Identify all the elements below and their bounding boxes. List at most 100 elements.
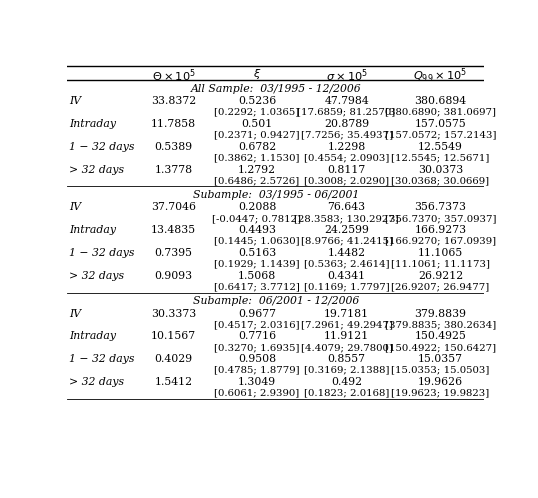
Text: 19.9626: 19.9626	[418, 377, 463, 387]
Text: 1.3778: 1.3778	[154, 165, 193, 175]
Text: [4.4079; 29.7800]: [4.4079; 29.7800]	[301, 343, 393, 352]
Text: 1.3049: 1.3049	[238, 377, 276, 387]
Text: 0.8557: 0.8557	[328, 354, 366, 365]
Text: [0.4785; 1.8779]: [0.4785; 1.8779]	[214, 366, 300, 374]
Text: 0.9508: 0.9508	[238, 354, 276, 365]
Text: [15.0353; 15.0503]: [15.0353; 15.0503]	[391, 366, 490, 374]
Text: [12.5545; 12.5671]: [12.5545; 12.5671]	[391, 153, 490, 162]
Text: 24.2599: 24.2599	[324, 225, 369, 235]
Text: 0.5236: 0.5236	[238, 96, 276, 106]
Text: IV: IV	[69, 309, 81, 319]
Text: [379.8835; 380.2634]: [379.8835; 380.2634]	[385, 320, 496, 329]
Text: [356.7370; 357.0937]: [356.7370; 357.0937]	[385, 214, 496, 223]
Text: 12.5549: 12.5549	[418, 142, 463, 152]
Text: [0.6486; 2.5726]: [0.6486; 2.5726]	[214, 176, 300, 185]
Text: IV: IV	[69, 203, 81, 213]
Text: [11.1061; 11.1173]: [11.1061; 11.1173]	[391, 259, 490, 268]
Text: 0.6782: 0.6782	[238, 142, 276, 152]
Text: [0.4554; 2.0903]: [0.4554; 2.0903]	[304, 153, 390, 162]
Text: Intraday: Intraday	[69, 119, 116, 129]
Text: [0.1445; 1.0630]: [0.1445; 1.0630]	[214, 237, 300, 246]
Text: [0.1929; 1.1439]: [0.1929; 1.1439]	[214, 259, 300, 268]
Text: 0.2088: 0.2088	[238, 203, 276, 213]
Text: 0.7716: 0.7716	[238, 332, 276, 342]
Text: 166.9273: 166.9273	[414, 225, 466, 235]
Text: 15.0357: 15.0357	[418, 354, 463, 365]
Text: [0.1823; 2.0168]: [0.1823; 2.0168]	[304, 388, 390, 397]
Text: 30.3373: 30.3373	[151, 309, 196, 319]
Text: [0.1169; 1.7797]: [0.1169; 1.7797]	[304, 282, 390, 291]
Text: 379.8839: 379.8839	[414, 309, 466, 319]
Text: [8.9766; 41.2415]: [8.9766; 41.2415]	[301, 237, 393, 246]
Text: 37.7046: 37.7046	[151, 203, 196, 213]
Text: [0.6061; 2.9390]: [0.6061; 2.9390]	[214, 388, 300, 397]
Text: 0.501: 0.501	[242, 119, 273, 129]
Text: Subample:  03/1995 - 06/2001: Subample: 03/1995 - 06/2001	[193, 190, 359, 200]
Text: 1 − 32 days: 1 − 32 days	[69, 248, 135, 258]
Text: Intraday: Intraday	[69, 225, 116, 235]
Text: [19.9623; 19.9823]: [19.9623; 19.9823]	[391, 388, 490, 397]
Text: All Sample:  03/1995 - 12/2006: All Sample: 03/1995 - 12/2006	[190, 84, 361, 94]
Text: $\sigma \times 10^5$: $\sigma \times 10^5$	[325, 67, 367, 84]
Text: [0.3270; 1.6935]: [0.3270; 1.6935]	[214, 343, 300, 352]
Text: 0.7395: 0.7395	[154, 248, 193, 258]
Text: Intraday: Intraday	[69, 332, 116, 342]
Text: [0.2371; 0.9427]: [0.2371; 0.9427]	[214, 130, 300, 139]
Text: 76.643: 76.643	[328, 203, 366, 213]
Text: [150.4922; 150.6427]: [150.4922; 150.6427]	[385, 343, 496, 352]
Text: [0.2292; 1.0365]: [0.2292; 1.0365]	[214, 108, 300, 117]
Text: [7.2961; 49.2947]: [7.2961; 49.2947]	[301, 320, 393, 329]
Text: 0.5389: 0.5389	[154, 142, 193, 152]
Text: 1 − 32 days: 1 − 32 days	[69, 142, 135, 152]
Text: 0.4029: 0.4029	[154, 354, 193, 365]
Text: 33.8372: 33.8372	[151, 96, 196, 106]
Text: 1.5068: 1.5068	[238, 271, 276, 281]
Text: 0.4493: 0.4493	[238, 225, 276, 235]
Text: 20.8789: 20.8789	[324, 119, 369, 129]
Text: 356.7373: 356.7373	[414, 203, 466, 213]
Text: 380.6894: 380.6894	[414, 96, 466, 106]
Text: 150.4925: 150.4925	[414, 332, 466, 342]
Text: 19.7181: 19.7181	[324, 309, 369, 319]
Text: [157.0572; 157.2143]: [157.0572; 157.2143]	[385, 130, 496, 139]
Text: > 32 days: > 32 days	[69, 377, 124, 387]
Text: 0.9677: 0.9677	[238, 309, 276, 319]
Text: 30.0373: 30.0373	[418, 165, 463, 175]
Text: [28.3583; 130.2927]: [28.3583; 130.2927]	[294, 214, 399, 223]
Text: 1.5412: 1.5412	[154, 377, 193, 387]
Text: [0.6417; 3.7712]: [0.6417; 3.7712]	[214, 282, 300, 291]
Text: 47.7984: 47.7984	[324, 96, 369, 106]
Text: Subample:  06/2001 - 12/2006: Subample: 06/2001 - 12/2006	[193, 296, 359, 306]
Text: 0.4341: 0.4341	[328, 271, 366, 281]
Text: > 32 days: > 32 days	[69, 271, 124, 281]
Text: IV: IV	[69, 96, 81, 106]
Text: 0.9093: 0.9093	[154, 271, 193, 281]
Text: 157.0575: 157.0575	[415, 119, 466, 129]
Text: 11.7858: 11.7858	[151, 119, 196, 129]
Text: 0.8117: 0.8117	[328, 165, 366, 175]
Text: 13.4835: 13.4835	[151, 225, 196, 235]
Text: 1.2792: 1.2792	[238, 165, 276, 175]
Text: 0.492: 0.492	[331, 377, 362, 387]
Text: [-0.0447; 0.7812]: [-0.0447; 0.7812]	[213, 214, 301, 223]
Text: [380.6890; 381.0697]: [380.6890; 381.0697]	[385, 108, 496, 117]
Text: [26.9207; 26.9477]: [26.9207; 26.9477]	[391, 282, 490, 291]
Text: $\xi$: $\xi$	[253, 67, 261, 81]
Text: [166.9270; 167.0939]: [166.9270; 167.0939]	[385, 237, 496, 246]
Text: [17.6859; 81.2570]: [17.6859; 81.2570]	[298, 108, 396, 117]
Text: [7.7256; 35.4937]: [7.7256; 35.4937]	[301, 130, 393, 139]
Text: 11.1065: 11.1065	[418, 248, 463, 258]
Text: 10.1567: 10.1567	[151, 332, 196, 342]
Text: 11.9121: 11.9121	[324, 332, 369, 342]
Text: 1.4482: 1.4482	[328, 248, 366, 258]
Text: > 32 days: > 32 days	[69, 165, 124, 175]
Text: 26.9212: 26.9212	[418, 271, 463, 281]
Text: $\Theta \times 10^5$: $\Theta \times 10^5$	[152, 67, 195, 84]
Text: [0.5363; 2.4614]: [0.5363; 2.4614]	[304, 259, 390, 268]
Text: [30.0368; 30.0669]: [30.0368; 30.0669]	[391, 176, 490, 185]
Text: 1 − 32 days: 1 − 32 days	[69, 354, 135, 365]
Text: [0.4517; 2.0316]: [0.4517; 2.0316]	[214, 320, 300, 329]
Text: [0.3862; 1.1530]: [0.3862; 1.1530]	[214, 153, 300, 162]
Text: [0.3169; 2.1388]: [0.3169; 2.1388]	[304, 366, 390, 374]
Text: 0.5163: 0.5163	[238, 248, 276, 258]
